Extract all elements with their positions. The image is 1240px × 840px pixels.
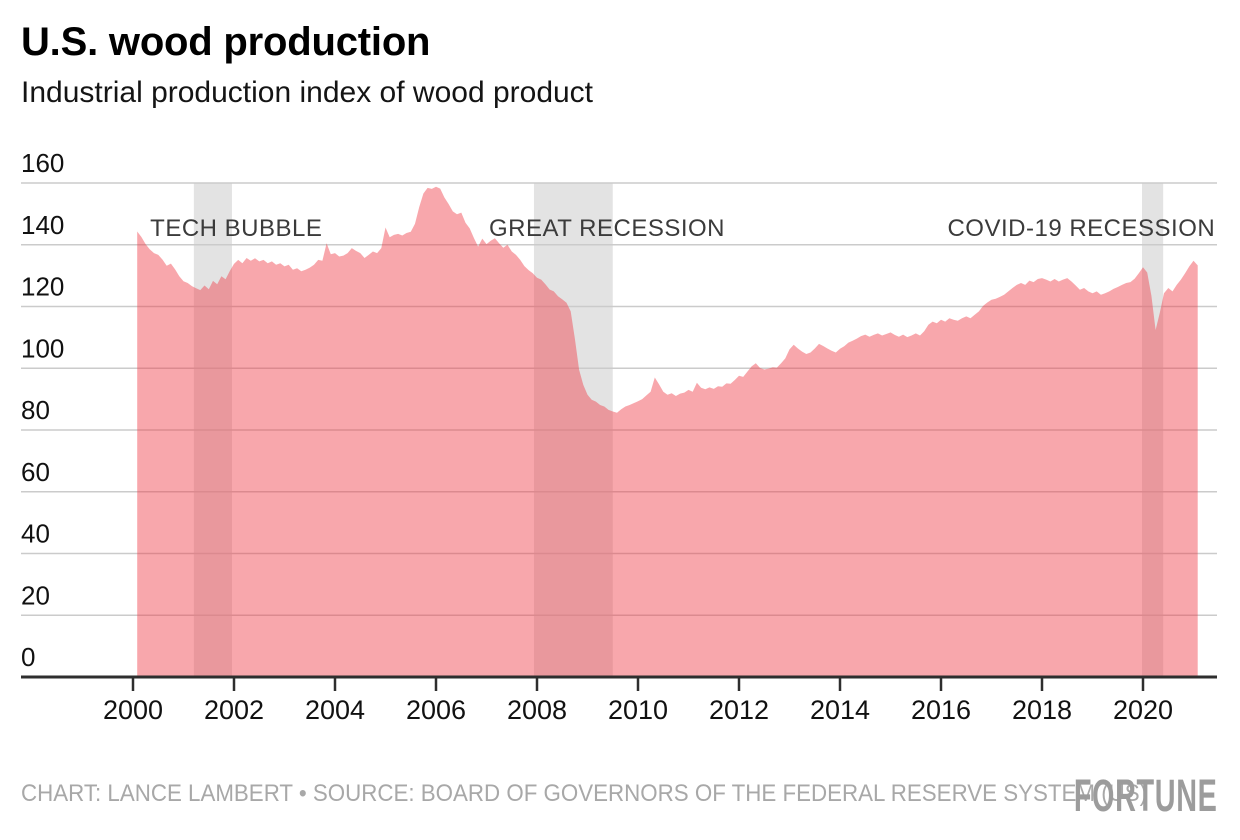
x-axis-label: 2004: [305, 695, 365, 725]
area-series: [137, 186, 1198, 676]
x-axis-label: 2002: [204, 695, 264, 725]
x-axis-label: 2014: [810, 695, 870, 725]
y-axis-label: 160: [21, 148, 64, 178]
recession-annotation: TECH BUBBLE: [150, 215, 322, 242]
y-axis-label: 120: [21, 272, 64, 302]
x-axis-label: 2016: [911, 695, 971, 725]
chart-subtitle: Industrial production index of wood prod…: [21, 76, 594, 109]
y-axis-label: 140: [21, 210, 64, 240]
y-axis-label: 20: [21, 580, 50, 610]
x-axis-label: 2008: [507, 695, 567, 725]
x-axis-label: 2012: [709, 695, 769, 725]
fortune-logo: FORTUNE: [1073, 770, 1217, 821]
page-title: U.S. wood production: [21, 20, 431, 64]
x-axis-label: 2006: [406, 695, 466, 725]
x-axis-label: 2010: [608, 695, 668, 725]
y-axis-label: 60: [21, 457, 50, 487]
y-axis-label: 40: [21, 519, 50, 549]
x-axis-label: 2018: [1012, 695, 1072, 725]
x-axis-label: 2020: [1113, 695, 1173, 725]
y-axis-label: 80: [21, 395, 50, 425]
chart-credit: CHART: LANCE LAMBERT • SOURCE: BOARD OF …: [21, 780, 1148, 807]
y-axis-label: 100: [21, 333, 64, 363]
recession-annotation: GREAT RECESSION: [489, 215, 725, 242]
y-axis-label: 0: [21, 642, 35, 672]
x-axis-label: 2000: [103, 695, 163, 725]
recession-annotation: COVID-19 RECESSION: [947, 215, 1215, 242]
